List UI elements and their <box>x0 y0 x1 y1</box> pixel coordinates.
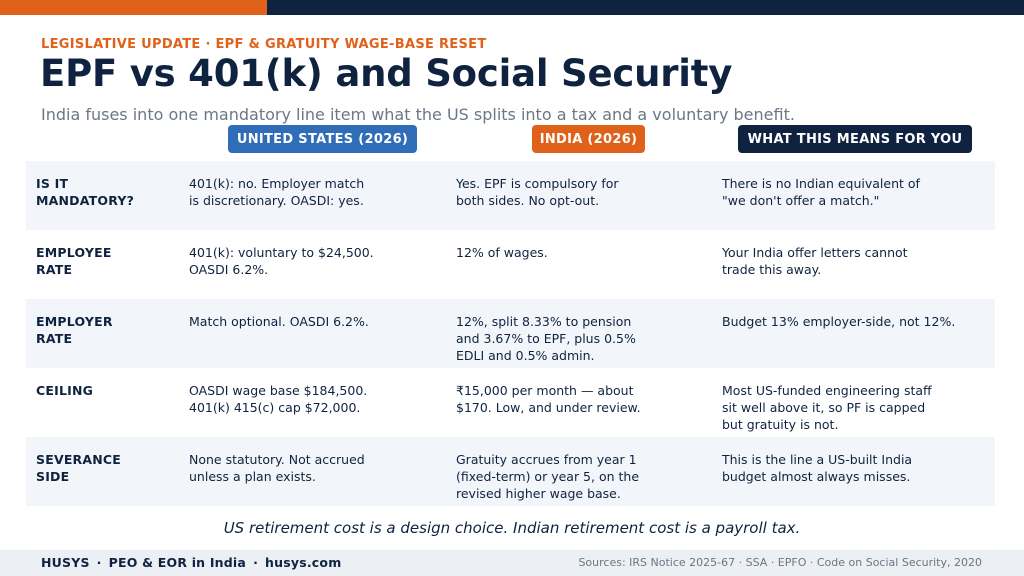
footer-brand: HUSYS · PEO & EOR in India · husys.com <box>41 555 341 570</box>
row-label: SEVERANCE SIDE <box>36 452 122 484</box>
table-row-mandatory: IS IT MANDATORY? 401(k): no. Employer mat… <box>26 161 995 230</box>
cell-india: Gratuity accrues from year 1 (fixed-term)… <box>456 452 640 501</box>
page-title: EPF vs 401(k) and Social Security <box>40 52 733 95</box>
eyebrow-label: LEGISLATIVE UPDATE · EPF & GRATUITY WAGE… <box>41 37 487 52</box>
cell-you: Budget 13% employer-side, not 12%. <box>722 314 956 329</box>
page-subtitle: India fuses into one mandatory line item… <box>41 105 795 124</box>
brand-separator: · <box>253 555 259 570</box>
cell-you: Most US-funded engineering staff sit well… <box>722 383 932 432</box>
table-row-employee-rate: EMPLOYEE RATE 401(k): voluntary to $24,50… <box>26 230 995 299</box>
row-label: IS IT MANDATORY? <box>36 176 135 208</box>
brand-service: PEO & EOR in India <box>108 555 247 570</box>
comparison-table: IS IT MANDATORY? 401(k): no. Employer mat… <box>26 161 995 506</box>
row-label: CEILING <box>36 383 94 398</box>
cell-india: 12% of wages. <box>456 245 548 260</box>
cell-us: OASDI wage base $184,500. 401(k) 415(c) c… <box>189 383 368 415</box>
cell-india: Yes. EPF is compulsory for both sides. No… <box>456 176 619 208</box>
cell-india: 12%, split 8.33% to pension and 3.67% to … <box>456 314 636 363</box>
cell-you: Your India offer letters cannot trade thi… <box>722 245 908 277</box>
column-header-india: INDIA (2026) <box>532 125 645 153</box>
row-label: EMPLOYEE RATE <box>36 245 112 277</box>
footer-bar: HUSYS · PEO & EOR in India · husys.com Sourc… <box>0 550 1024 576</box>
cell-you: This is the line a US-built India budget … <box>722 452 913 484</box>
column-header-you: WHAT THIS MEANS FOR YOU <box>738 125 972 153</box>
brand-site-link[interactable]: husys.com <box>265 555 342 570</box>
brand-separator: · <box>96 555 102 570</box>
cell-us: 401(k): no. Employer match is discretiona… <box>189 176 365 208</box>
top-accent-bar <box>0 0 1024 15</box>
row-label: EMPLOYER RATE <box>36 314 113 346</box>
closing-tagline: US retirement cost is a design choice. I… <box>223 519 801 537</box>
cell-you: There is no Indian equivalent of "we don'… <box>722 176 920 208</box>
table-row-severance: SEVERANCE SIDE None statutory. Not accrue… <box>26 437 995 506</box>
cell-india: ₹15,000 per month — about $170. Low, and … <box>456 383 641 415</box>
table-row-ceiling: CEILING OASDI wage base $184,500. 401(k) … <box>26 368 995 437</box>
cell-us: None statutory. Not accrued unless a plan… <box>189 452 365 484</box>
column-header-us: UNITED STATES (2026) <box>228 125 417 153</box>
top-accent-navy <box>267 0 1024 15</box>
footer-sources: Sources: IRS Notice 2025-67 · SSA · EPFO… <box>578 556 982 569</box>
table-row-employer-rate: EMPLOYER RATE Match optional. OASDI 6.2%.… <box>26 299 995 368</box>
top-accent-orange <box>0 0 267 15</box>
cell-us: 401(k): voluntary to $24,500. OASDI 6.2%. <box>189 245 374 277</box>
brand-name: HUSYS <box>41 555 90 570</box>
cell-us: Match optional. OASDI 6.2%. <box>189 314 369 329</box>
